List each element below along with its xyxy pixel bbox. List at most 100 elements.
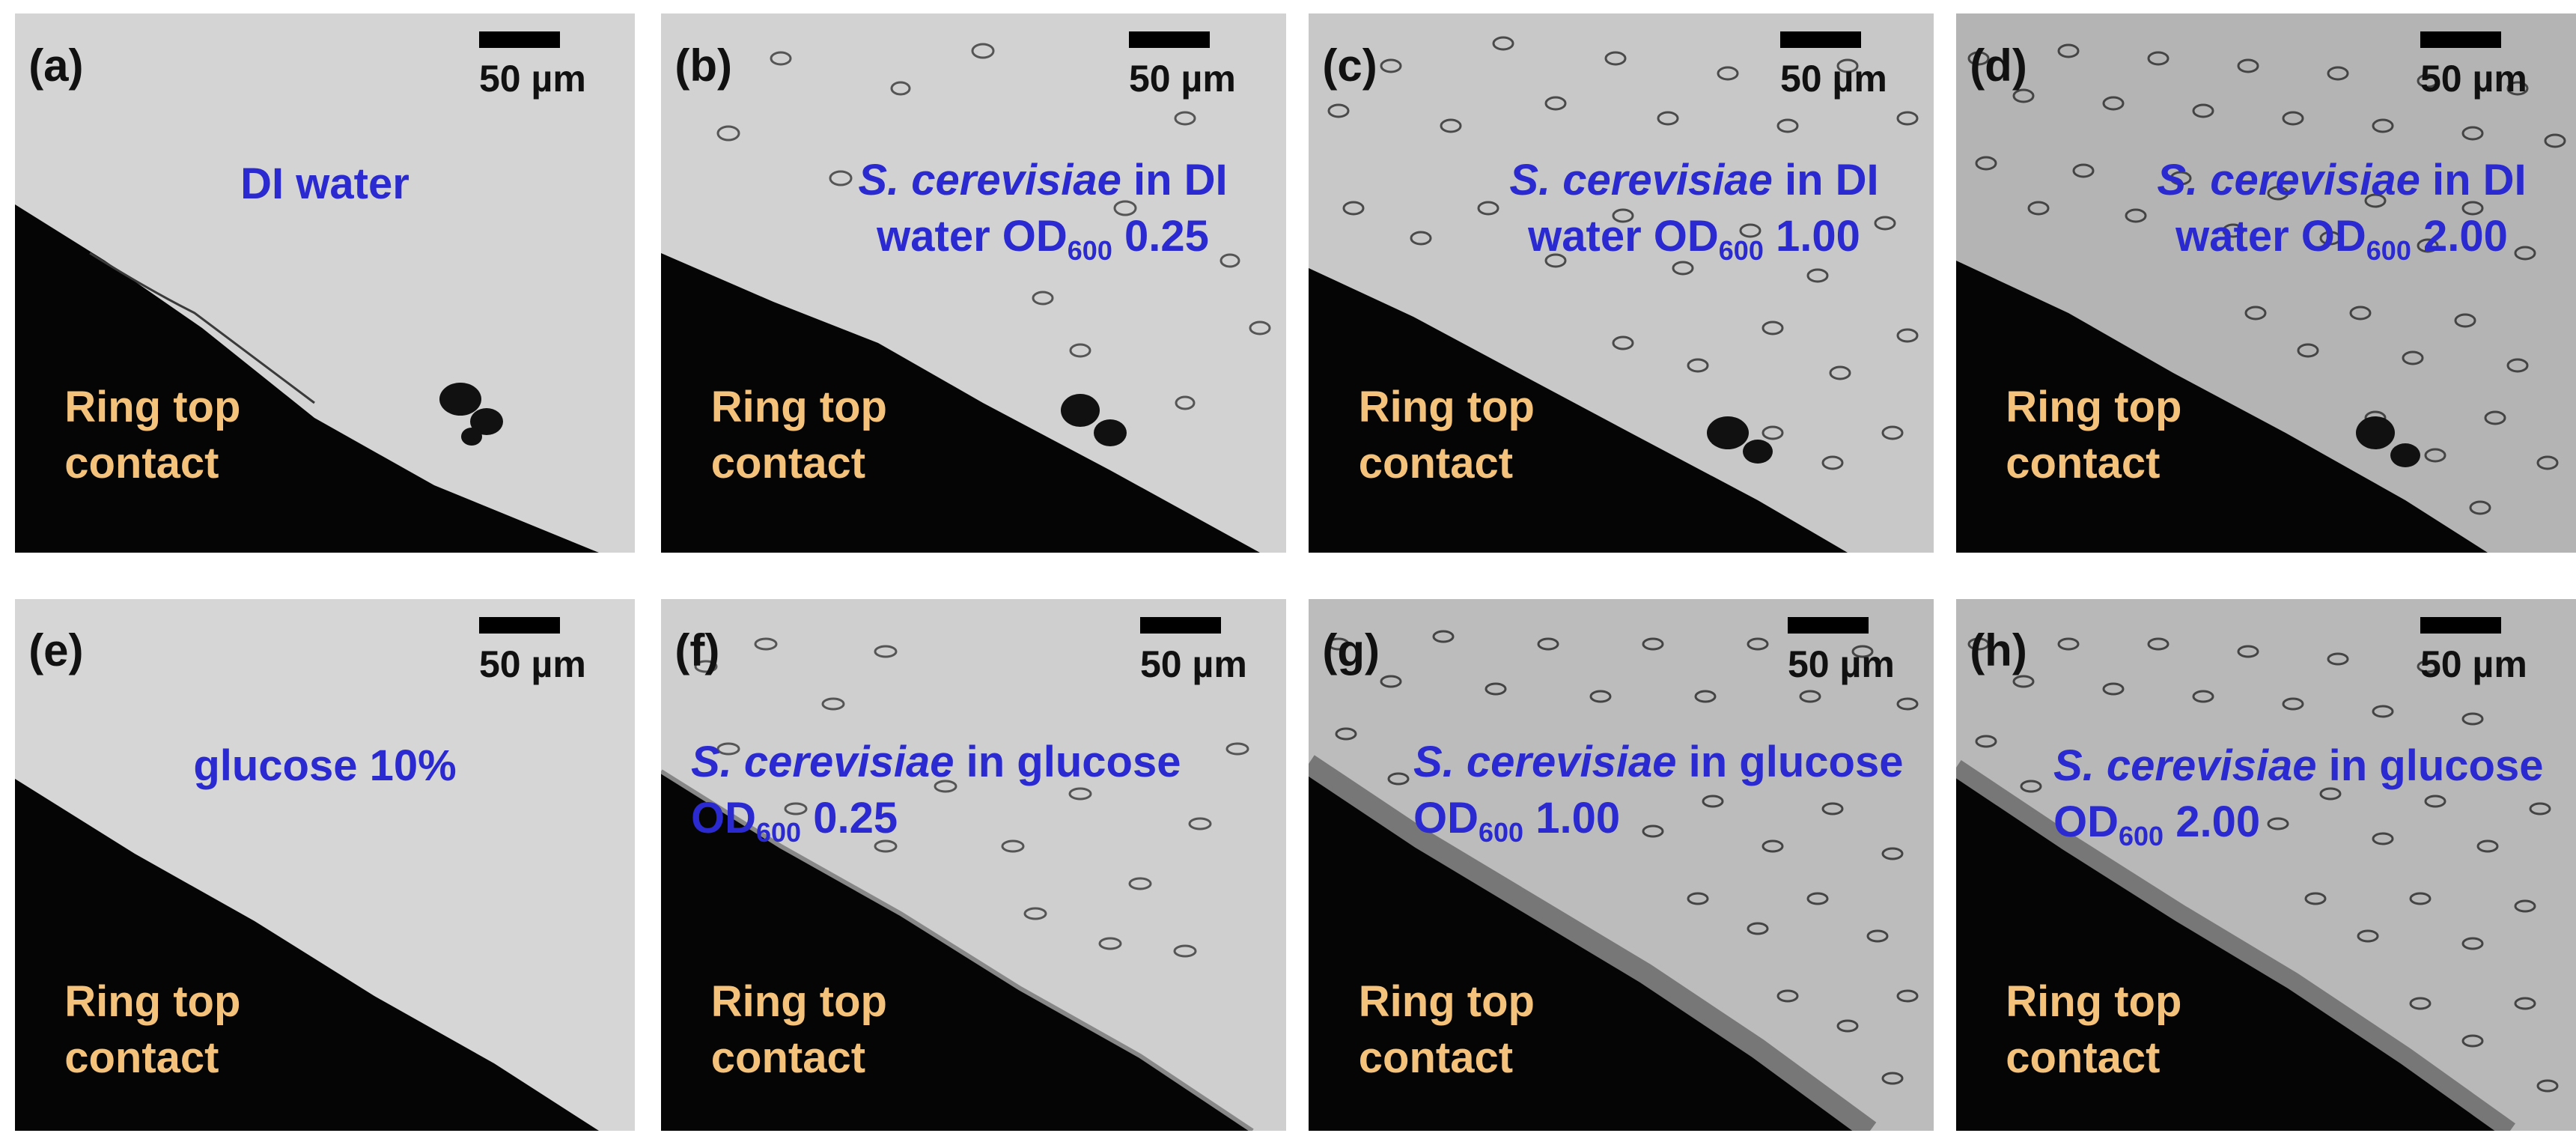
od-subscript: 600 bbox=[2366, 235, 2411, 267]
ring-top-contact-label: Ring top contact bbox=[1359, 974, 1535, 1087]
micrograph-panel-d: (d) 50 µm S. cerevisiae in DI water OD60… bbox=[1956, 13, 2576, 553]
ring-label-line2: contact bbox=[64, 439, 219, 488]
condition-line1: S. cerevisiae in DI bbox=[2117, 152, 2566, 208]
ring-top-contact-label: Ring top contact bbox=[711, 379, 887, 492]
scale-bar: 50 µm bbox=[1780, 31, 1887, 144]
od-subscript: 600 bbox=[1067, 235, 1112, 267]
ring-top-contact-label: Ring top contact bbox=[64, 379, 240, 492]
micrograph-c-image bbox=[1309, 13, 1934, 553]
micrograph-panel-a: (a) 50 µm DI water Ring top contact bbox=[15, 13, 635, 553]
scale-bar-line bbox=[479, 617, 560, 634]
panel-label: (b) bbox=[675, 40, 732, 91]
condition-label: glucose 10% bbox=[15, 738, 635, 794]
od-subscript: 600 bbox=[1479, 817, 1524, 848]
ring-label-line2: contact bbox=[64, 1033, 219, 1083]
panel-label: (d) bbox=[1970, 40, 2027, 91]
ring-label-line2: contact bbox=[1358, 439, 1514, 488]
panel-label: (f) bbox=[675, 625, 720, 676]
ring-label-line2: contact bbox=[2006, 439, 2161, 488]
ring-label-line1: Ring top bbox=[2006, 383, 2182, 431]
condition-line2: water OD600 2.00 bbox=[2117, 208, 2566, 264]
ring-label-line2: contact bbox=[1358, 1033, 1514, 1083]
micrograph-panel-e: (e) 50 µm glucose 10% Ring top contact bbox=[15, 599, 635, 1131]
condition-label: S. cerevisiae in glucose OD600 2.00 bbox=[2053, 738, 2570, 851]
species-name: S. cerevisiae bbox=[1509, 156, 1773, 204]
condition-label: S. cerevisiae in DI water OD600 1.00 bbox=[1470, 152, 1919, 265]
panel-label: (g) bbox=[1322, 625, 1380, 676]
scale-bar-line bbox=[1780, 31, 1861, 49]
ring-label-line1: Ring top bbox=[710, 383, 887, 431]
ring-top-contact-label: Ring top contact bbox=[1359, 379, 1535, 492]
scale-bar-label: 50 µm bbox=[479, 58, 586, 100]
ring-label-line2: contact bbox=[710, 439, 866, 488]
micrograph-panel-g: (g) 50 µm S. cerevisiae in glucose OD600… bbox=[1309, 599, 1934, 1131]
ring-top-contact-label: Ring top contact bbox=[711, 974, 887, 1087]
micrograph-d-image bbox=[1956, 13, 2576, 553]
scale-bar: 50 µm bbox=[479, 31, 586, 144]
species-name: S. cerevisiae bbox=[691, 738, 954, 786]
condition-line1: S. cerevisiae in glucose bbox=[691, 734, 1215, 790]
ring-label-line1: Ring top bbox=[2006, 977, 2182, 1026]
condition-line2: water OD600 0.25 bbox=[818, 208, 1267, 264]
scale-bar-label: 50 µm bbox=[1788, 643, 1895, 686]
micrograph-panel-b: (b) 50 µm S. cerevisiae in DI water OD60… bbox=[661, 13, 1286, 553]
panel-label: (h) bbox=[1970, 625, 2027, 676]
species-name: S. cerevisiae bbox=[1413, 738, 1677, 786]
od-value: 2.00 bbox=[2411, 212, 2508, 261]
od-value: 0.25 bbox=[1112, 212, 1209, 261]
condition-line2: OD600 2.00 bbox=[2053, 794, 2570, 850]
condition-label: S. cerevisiae in glucose OD600 0.25 bbox=[691, 734, 1215, 847]
scale-bar-line bbox=[479, 31, 560, 49]
scale-bar-label: 50 µm bbox=[1780, 58, 1887, 100]
scale-bar: 50 µm bbox=[479, 617, 586, 729]
micrograph-e-image bbox=[15, 599, 635, 1131]
od-value: 1.00 bbox=[1523, 794, 1621, 843]
scale-bar-label: 50 µm bbox=[2420, 58, 2527, 100]
scale-bar-label: 50 µm bbox=[1129, 58, 1236, 100]
condition-line1: glucose 10% bbox=[193, 741, 457, 790]
od-prefix: water OD bbox=[1528, 212, 1719, 261]
condition-line1-rest: in glucose bbox=[2316, 741, 2544, 790]
micrograph-h-image bbox=[1956, 599, 2576, 1131]
micrograph-b-image bbox=[661, 13, 1286, 553]
ring-top-contact-label: Ring top contact bbox=[2006, 974, 2181, 1087]
od-subscript: 600 bbox=[2119, 821, 2164, 852]
scale-bar: 50 µm bbox=[2420, 31, 2527, 144]
ring-top-contact-label: Ring top contact bbox=[64, 974, 240, 1087]
scale-bar-line bbox=[2420, 31, 2501, 49]
ring-label-line1: Ring top bbox=[64, 977, 241, 1026]
micrograph-f-image bbox=[661, 599, 1286, 1131]
condition-line1: S. cerevisiae in DI bbox=[818, 152, 1267, 208]
od-prefix: water OD bbox=[2175, 212, 2366, 261]
condition-line1: S. cerevisiae in DI bbox=[1470, 152, 1919, 208]
od-value: 1.00 bbox=[1763, 212, 1860, 261]
condition-label: S. cerevisiae in glucose OD600 1.00 bbox=[1413, 734, 1930, 847]
od-subscript: 600 bbox=[756, 817, 802, 848]
scale-bar-label: 50 µm bbox=[479, 643, 586, 686]
condition-line1-rest: in DI bbox=[1772, 156, 1879, 204]
ring-label-line1: Ring top bbox=[64, 383, 241, 431]
species-name: S. cerevisiae bbox=[2053, 741, 2317, 790]
scale-bar-line bbox=[1129, 31, 1210, 49]
od-prefix: water OD bbox=[877, 212, 1068, 261]
scale-bar-label: 50 µm bbox=[2420, 643, 2527, 686]
micrograph-panel-h: (h) 50 µm S. cerevisiae in glucose OD600… bbox=[1956, 599, 2576, 1131]
condition-label: S. cerevisiae in DI water OD600 2.00 bbox=[2117, 152, 2566, 265]
condition-line1-rest: in glucose bbox=[954, 738, 1181, 786]
condition-line1-rest: in glucose bbox=[1676, 738, 1904, 786]
panel-label: (a) bbox=[28, 40, 84, 91]
condition-line2: water OD600 1.00 bbox=[1470, 208, 1919, 264]
micrograph-a-image bbox=[15, 13, 635, 553]
scale-bar-line bbox=[1788, 617, 1869, 634]
scale-bar: 50 µm bbox=[1129, 31, 1236, 144]
od-subscript: 600 bbox=[1718, 235, 1764, 267]
ring-label-line1: Ring top bbox=[1358, 383, 1535, 431]
condition-line1-rest: in DI bbox=[2420, 156, 2527, 204]
micrograph-panel-f: (f) 50 µm S. cerevisiae in glucose OD600… bbox=[661, 599, 1286, 1131]
scale-bar-line bbox=[2420, 617, 2501, 634]
condition-label: DI water bbox=[15, 156, 635, 212]
condition-line1: DI water bbox=[240, 160, 409, 208]
condition-line2: OD600 0.25 bbox=[691, 790, 1215, 846]
scale-bar-label: 50 µm bbox=[1140, 643, 1247, 686]
od-prefix: OD bbox=[2053, 798, 2119, 847]
